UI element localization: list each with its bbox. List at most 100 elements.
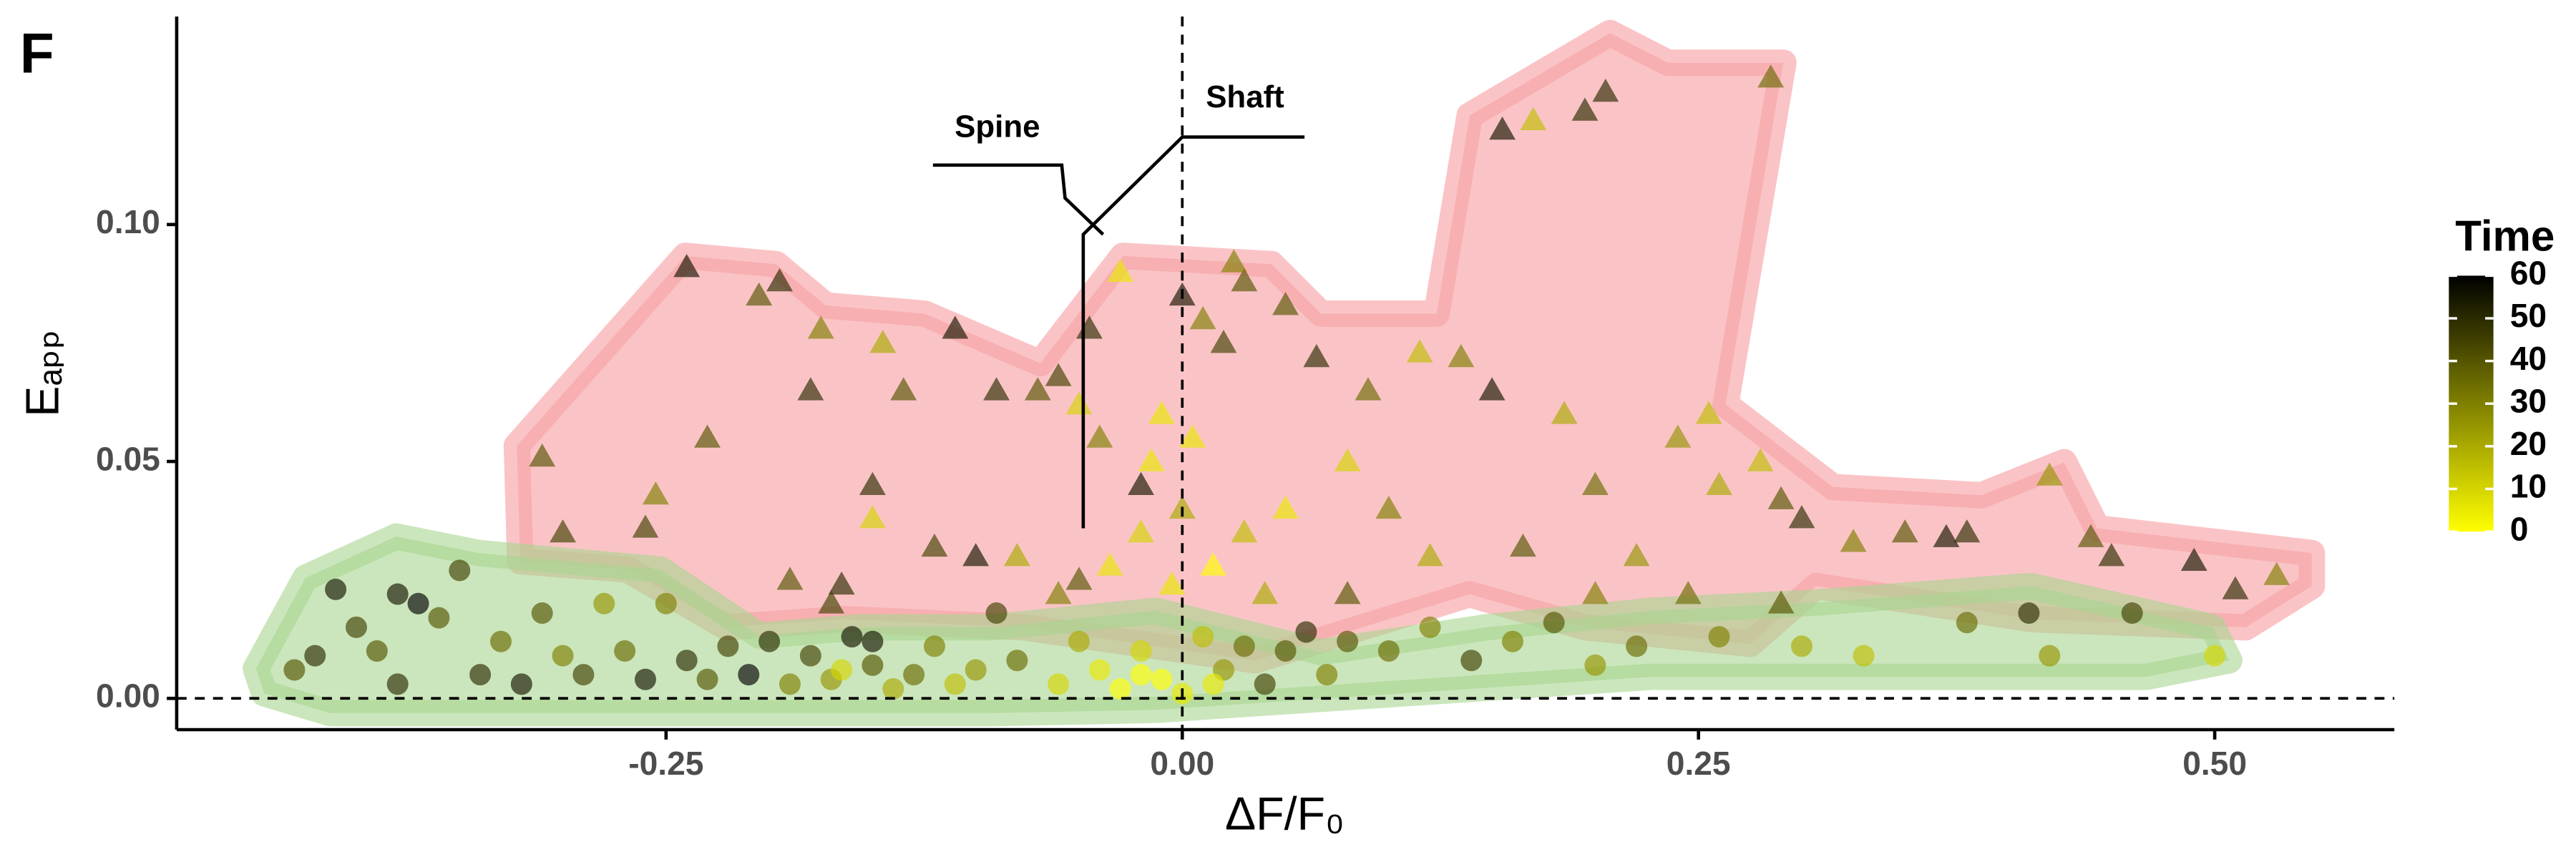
triangle-point: [1200, 552, 1227, 576]
triangle-point: [1509, 533, 1536, 557]
triangle-point: [1664, 424, 1692, 448]
circle-point: [1419, 616, 1441, 638]
triangle-point: [1179, 424, 1206, 448]
y-tick-label: 0.10: [96, 203, 160, 240]
circle-point: [965, 659, 987, 681]
triangle-point: [1406, 339, 1433, 363]
triangle-point: [1840, 529, 1867, 552]
circle-point: [1853, 645, 1875, 667]
triangle-point: [1272, 495, 1299, 519]
x-axis-label: ΔF/F₀: [1225, 788, 1345, 839]
circle-point: [1295, 621, 1317, 643]
triangle-point: [1757, 64, 1785, 88]
triangle-point: [1138, 448, 1165, 471]
triangle-point: [1220, 249, 1247, 273]
triangle-point: [1933, 524, 1960, 547]
circle-point: [614, 640, 636, 662]
circle-point: [903, 664, 925, 686]
circle-point: [1274, 640, 1297, 662]
circle-point: [862, 654, 884, 676]
circle-point: [572, 664, 595, 686]
circle-point: [779, 673, 801, 695]
triangle-point: [818, 590, 845, 614]
triangle-point: [1189, 305, 1216, 330]
triangle-point: [1231, 268, 1258, 292]
triangle-point: [1674, 581, 1702, 604]
x-tick-label: 0.25: [1667, 745, 1731, 782]
circle-point: [1708, 626, 1730, 648]
shaft-pointer: [1081, 135, 1305, 529]
circle-point: [1088, 659, 1111, 681]
circle-point: [386, 583, 409, 605]
triangle-point: [869, 330, 897, 353]
y-axis-label: Eₐₚₚ: [17, 329, 69, 416]
triangle-point: [1065, 391, 1093, 415]
circle-point: [386, 673, 409, 695]
circle-point: [1584, 654, 1606, 676]
triangle-point: [797, 377, 824, 401]
color-bar-tick-label: 40: [2510, 340, 2547, 377]
circle-point: [2121, 602, 2143, 625]
triangle-point: [921, 533, 948, 557]
circle-point: [552, 645, 574, 667]
color-bar-tick-label: 50: [2510, 297, 2547, 334]
triangle-point: [983, 377, 1010, 401]
triangle-point: [746, 282, 773, 306]
color-bar-tick-label: 30: [2510, 382, 2547, 419]
color-bar-tick-label: 10: [2510, 468, 2547, 505]
triangle-point: [1334, 448, 1361, 471]
circle-point: [738, 664, 760, 686]
triangle-point: [2263, 562, 2290, 585]
triangle-point: [1210, 330, 1237, 353]
y-tick-label: 0.00: [96, 677, 160, 714]
triangle-point: [766, 268, 794, 292]
circle-point: [1130, 664, 1152, 686]
triangle-point: [859, 505, 886, 529]
triangle-point: [2222, 576, 2249, 599]
circle-point: [985, 602, 1008, 625]
circle-point: [1048, 673, 1070, 695]
circle-point: [923, 635, 945, 657]
circle-point: [2018, 602, 2040, 625]
panel-label: F: [20, 21, 54, 84]
circle-point: [1202, 673, 1224, 695]
triangle-point: [890, 377, 917, 401]
circle-point: [366, 640, 388, 662]
triangle-point: [828, 571, 855, 595]
circle-point: [1337, 630, 1359, 652]
color-bar-tick-label: 20: [2510, 425, 2547, 462]
circle-point: [531, 602, 553, 625]
triangle-point: [1375, 495, 1402, 519]
annotation: Shaft: [1206, 79, 1284, 114]
triangle-point: [776, 567, 804, 590]
circle-point: [1068, 630, 1090, 652]
triangle-point: [1417, 543, 1443, 567]
triangle-point: [1252, 581, 1279, 604]
circle-point: [489, 630, 512, 652]
triangle-point: [1003, 543, 1030, 567]
circle-point: [469, 664, 492, 686]
triangle-point: [1695, 401, 1722, 424]
triangle-point: [1096, 552, 1123, 576]
triangle-point: [1303, 343, 1330, 368]
circle-point: [717, 635, 739, 657]
circle-point: [2039, 645, 2061, 667]
circle-point: [841, 626, 863, 648]
triangle-point: [1520, 107, 1547, 130]
circle-point: [2204, 645, 2226, 667]
triangle-point: [1128, 471, 1155, 496]
triangle-point: [942, 315, 969, 339]
circle-point: [758, 630, 781, 652]
triangle-point: [2098, 543, 2125, 567]
circle-point: [510, 673, 532, 695]
triangle-point: [1086, 424, 1113, 448]
circle-point: [1192, 626, 1214, 648]
color-bar-tick-label: 0: [2510, 510, 2529, 547]
circle-point: [675, 650, 698, 672]
triangle-point: [1334, 581, 1361, 604]
triangle-point: [1065, 567, 1093, 590]
triangle-point: [1148, 401, 1175, 424]
circle-point: [1233, 635, 1255, 657]
circle-point: [799, 645, 821, 667]
